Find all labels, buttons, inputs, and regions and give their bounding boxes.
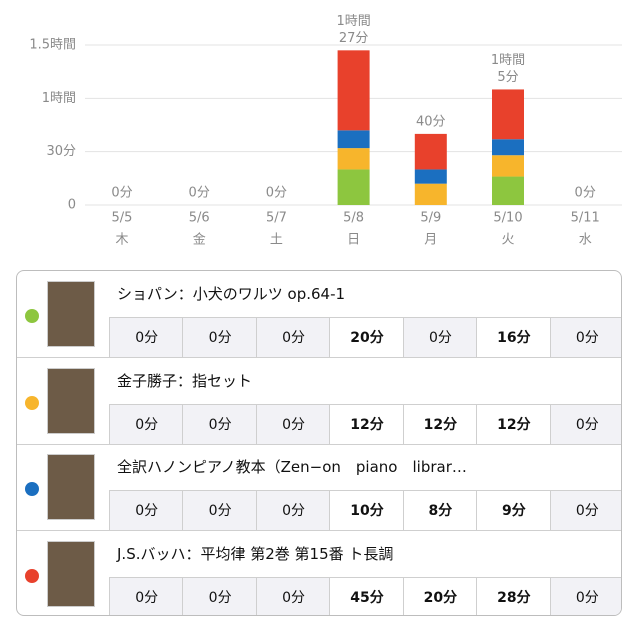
time-cell: 16分 bbox=[476, 317, 551, 357]
table-row: ショパン：小犬のワルツ op.64-1 0分 0分 0分 20分 0分 16分 0分 bbox=[17, 271, 621, 358]
time-cell: 0分 bbox=[109, 576, 184, 615]
legend-dot bbox=[25, 309, 39, 323]
time-cell: 0分 bbox=[182, 490, 257, 530]
practice-table: ショパン：小犬のワルツ op.64-1 0分 0分 0分 20分 0分 16分 0分 金子勝子：… bbox=[16, 270, 622, 616]
x-tick-weekday: 木 bbox=[115, 233, 128, 248]
x-tick-weekday: 水 bbox=[579, 233, 592, 248]
bar-segment bbox=[414, 133, 447, 170]
time-cell: 10分 bbox=[329, 490, 404, 530]
total-label: 0分 bbox=[575, 186, 596, 201]
bar-segment bbox=[492, 89, 524, 140]
time-cell: 0分 bbox=[255, 576, 331, 615]
y-tick-label: 1.5時間 bbox=[29, 38, 76, 53]
thumbnail bbox=[47, 367, 95, 434]
chart: 0 30分 1時間 1.5時間 5/5 木 0分 5/6 金 0分 5/7 土 0分 5/8 日 1時間 27分… bbox=[29, 14, 622, 248]
total-label: 1時間 bbox=[491, 53, 525, 68]
time-cell: 0分 bbox=[549, 490, 621, 530]
total-label: 1時間 bbox=[336, 14, 370, 29]
x-tick-label: 5/6 bbox=[189, 211, 210, 226]
time-cell: 0分 bbox=[402, 317, 478, 357]
time-cell: 0分 bbox=[549, 317, 621, 357]
time-cell: 0分 bbox=[109, 490, 184, 530]
thumbnail bbox=[47, 540, 95, 607]
time-cell: 0分 bbox=[255, 490, 331, 530]
table-row: J.S.バッハ：平均律 第2巻 第15番 ト長調 0分 0分 0分 45分 20分 28分 0… bbox=[17, 531, 621, 615]
x-tick-label: 5/11 bbox=[571, 211, 600, 226]
table-row: 全訳ハノンピアノ教本（Zen−on piano librar… 0分 0分 0分 10分… bbox=[17, 444, 621, 531]
x-tick-label: 5/9 bbox=[420, 211, 441, 226]
time-cell: 0分 bbox=[255, 403, 331, 444]
piece-title: J.S.バッハ：平均律 第2巻 第15番 ト長調 bbox=[117, 544, 394, 563]
time-cell: 0分 bbox=[182, 403, 257, 444]
time-cell: 45分 bbox=[329, 576, 404, 615]
time-cell: 9分 bbox=[476, 490, 551, 530]
y-tick-label: 30分 bbox=[46, 144, 76, 159]
bar-segment bbox=[492, 139, 524, 156]
x-tick-weekday: 火 bbox=[501, 233, 514, 248]
time-cell: 28分 bbox=[476, 576, 551, 615]
bar-segment bbox=[337, 148, 370, 170]
thumbnail bbox=[47, 281, 95, 347]
bar-segment bbox=[414, 169, 447, 184]
x-tick-label: 5/10 bbox=[493, 211, 522, 226]
y-tick-label: 1時間 bbox=[42, 91, 76, 106]
piece-title: ショパン：小犬のワルツ op.64-1 bbox=[117, 285, 346, 303]
bar-segment bbox=[414, 183, 447, 205]
time-cell: 0分 bbox=[549, 576, 621, 615]
time-cell: 20分 bbox=[329, 317, 404, 357]
table-row: 金子勝子：指セット 0分 0分 0分 12分 12分 12分 0分 bbox=[17, 358, 621, 445]
bar-segment bbox=[337, 50, 370, 131]
bar-segment bbox=[337, 130, 370, 149]
time-cell: 12分 bbox=[476, 403, 551, 444]
x-tick-label: 5/8 bbox=[343, 211, 364, 226]
time-cell: 12分 bbox=[402, 403, 478, 444]
time-cell: 0分 bbox=[549, 403, 621, 444]
bar-segment bbox=[337, 169, 370, 205]
legend-dot bbox=[25, 482, 39, 496]
x-tick-weekday: 土 bbox=[270, 233, 283, 248]
time-cell: 0分 bbox=[255, 317, 331, 357]
thumbnail bbox=[47, 454, 95, 520]
x-tick-weekday: 月 bbox=[424, 233, 437, 248]
total-label: 0分 bbox=[111, 186, 132, 201]
time-cell: 20分 bbox=[402, 576, 478, 615]
x-tick-weekday: 日 bbox=[347, 233, 360, 248]
total-label: 0分 bbox=[189, 186, 210, 201]
legend-dot bbox=[25, 395, 39, 410]
time-cell: 0分 bbox=[109, 403, 184, 444]
x-tick-weekday: 金 bbox=[193, 232, 206, 248]
time-cell: 12分 bbox=[329, 403, 404, 444]
bar-segment bbox=[492, 176, 524, 205]
piece-title: 金子勝子：指セット bbox=[117, 371, 253, 390]
total-label: 40分 bbox=[416, 114, 446, 129]
x-tick-label: 5/7 bbox=[266, 211, 287, 226]
time-cell: 0分 bbox=[182, 317, 257, 357]
legend-dot bbox=[25, 568, 39, 583]
time-cell: 0分 bbox=[182, 576, 257, 615]
piece-title: 全訳ハノンピアノ教本（Zen−on piano librar… bbox=[117, 458, 467, 476]
total-label: 0分 bbox=[266, 186, 287, 201]
time-cell: 8分 bbox=[402, 490, 478, 530]
y-tick-label: 0 bbox=[68, 198, 76, 213]
total-label: 27分 bbox=[339, 31, 369, 46]
time-cell: 0分 bbox=[109, 317, 184, 357]
total-label: 5分 bbox=[497, 70, 518, 85]
x-tick-label: 5/5 bbox=[112, 211, 133, 226]
bar-segment bbox=[492, 155, 524, 177]
